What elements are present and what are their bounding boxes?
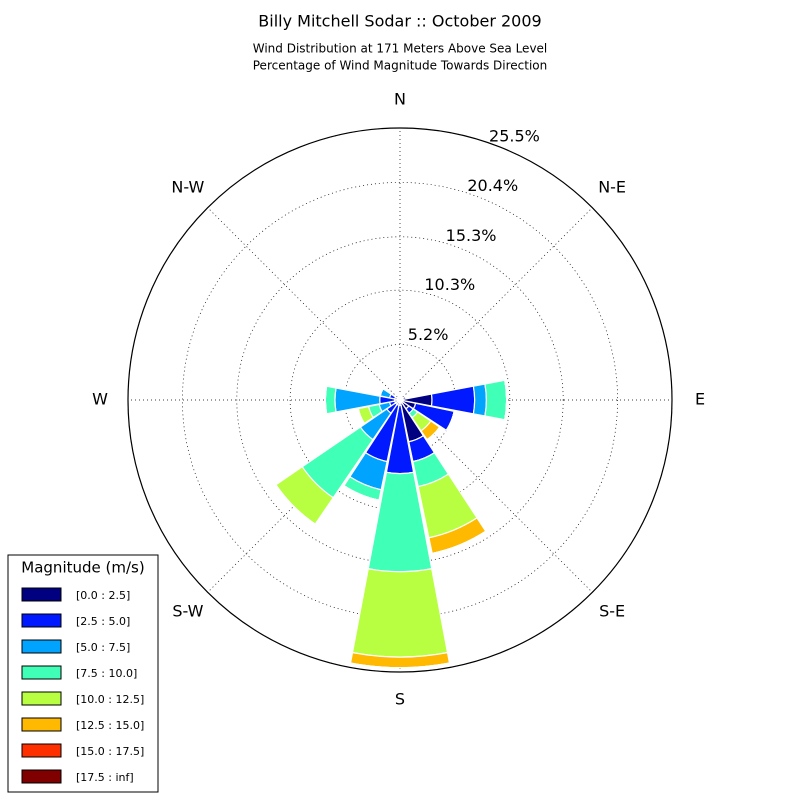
legend-swatch (22, 744, 61, 757)
direction-label: N-W (171, 177, 204, 196)
bars (276, 380, 507, 667)
legend-label: [10.0 : 12.5] (76, 693, 144, 706)
legend-label: [12.5 : 15.0] (76, 719, 144, 732)
r-tick-label: 15.3% (446, 226, 497, 245)
legend-label: [5.0 : 7.5] (76, 641, 130, 654)
legend-swatch (22, 588, 61, 601)
legend-label: [2.5 : 5.0] (76, 615, 130, 628)
direction-label: S-E (599, 602, 625, 621)
legend-swatch (22, 770, 61, 783)
direction-label: S-W (172, 602, 203, 621)
legend-swatch (22, 666, 61, 679)
direction-label: W (92, 390, 108, 409)
legend-label: [15.0 : 17.5] (76, 745, 144, 758)
legend-label: [17.5 : inf] (76, 771, 134, 784)
wedge (352, 569, 447, 657)
direction-label: S (395, 690, 405, 709)
r-tick-label: 10.3% (424, 275, 475, 294)
legend-title: Magnitude (m/s) (21, 559, 144, 577)
wedge (473, 384, 486, 416)
legend: Magnitude (m/s) [0.0 : 2.5] [2.5 : 5.0] [5… (8, 555, 158, 792)
chart-title: Billy Mitchell Sodar :: October 2009 (258, 12, 541, 31)
r-tick-label: 5.2% (408, 325, 449, 344)
legend-label: [7.5 : 10.0] (76, 667, 137, 680)
radial-grid-line (208, 208, 400, 400)
legend-swatch (22, 614, 61, 627)
direction-label: E (695, 390, 705, 409)
chart-subtitle: Percentage of Wind Magnitude Towards Dir… (253, 59, 547, 73)
legend-swatch (22, 718, 61, 731)
legend-swatch (22, 692, 61, 705)
r-tick-label: 25.5% (489, 126, 540, 145)
chart-subtitle: Wind Distribution at 171 Meters Above Se… (253, 42, 548, 56)
wedge (485, 380, 507, 419)
wedge (325, 386, 336, 414)
legend-swatch (22, 640, 61, 653)
direction-label: N-E (598, 177, 626, 196)
direction-label: N (394, 90, 406, 109)
legend-label: [0.0 : 2.5] (76, 589, 130, 602)
r-tick-label: 20.4% (467, 176, 518, 195)
